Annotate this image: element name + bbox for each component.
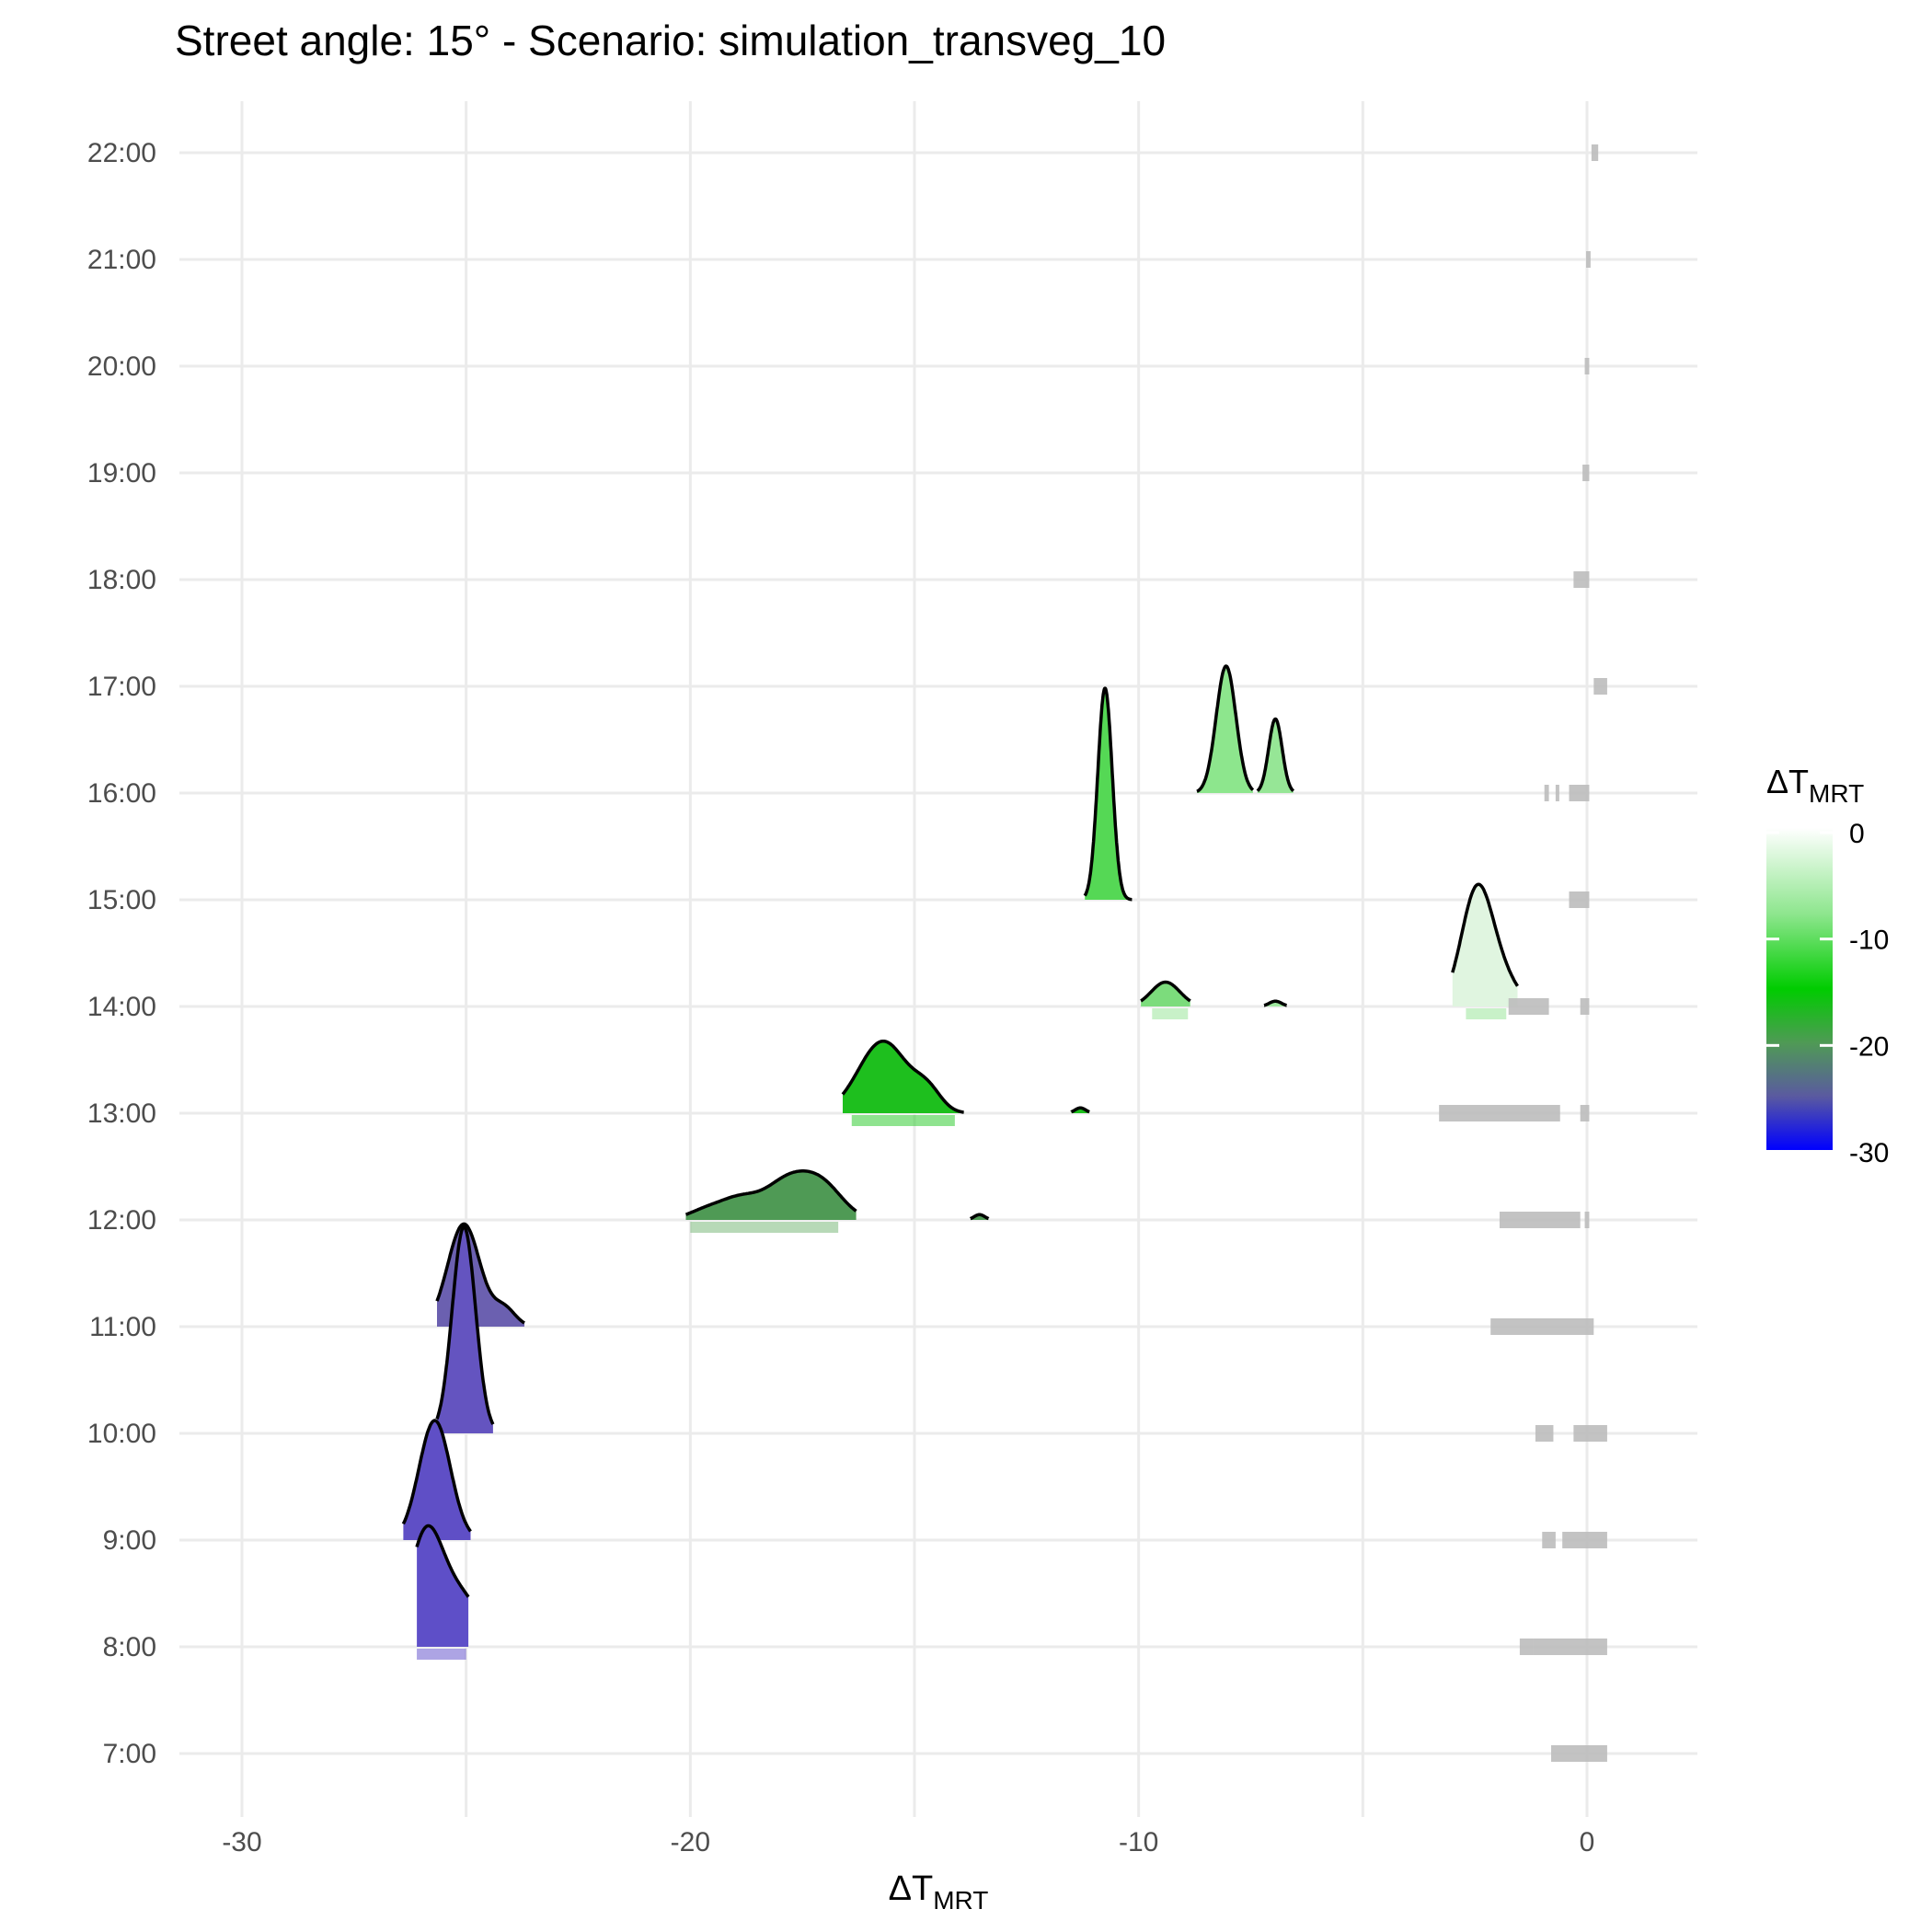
ridge-fill [437,1226,493,1433]
y-tick-label: 12:00 [87,1205,156,1236]
rug-marks [417,144,1607,1762]
y-tick-label: 14:00 [87,992,156,1022]
ridge-outline [1195,664,1255,793]
chart-title: Street angle: 15° - Scenario: simulation… [175,17,1166,64]
ridge-fill [1085,688,1133,900]
legend-title: ΔTMRT [1766,763,1864,808]
ridge-outline [1069,1106,1091,1114]
rug-mark [1573,571,1590,588]
y-tick-label: 22:00 [87,138,156,168]
rug-mark [417,1649,466,1660]
rug-mark [1555,785,1559,801]
y-tick-label: 11:00 [89,1312,156,1342]
ridge-outline [1451,882,1519,987]
rug-mark [1584,358,1590,374]
legend-ticks: 0 -10 -20 -30 [1766,819,1889,1168]
ridge-outline [969,1213,990,1221]
ridges [401,664,1519,1647]
rug-mark [1535,1425,1554,1442]
ridge-fill [1071,1108,1090,1113]
x-axis-title-main: ΔT [889,1869,934,1908]
rug-mark [1533,1639,1607,1655]
rug-mark [1591,144,1599,161]
x-axis-ticks: -30 -20 -10 0 [222,1827,1594,1857]
y-tick-label: 20:00 [87,351,156,382]
x-tick-label: -10 [1119,1827,1158,1857]
rug-mark [1439,1105,1560,1121]
x-tick-label: -20 [671,1827,710,1857]
rug-mark [1586,251,1591,268]
rug-mark [1551,1745,1607,1762]
y-tick-label: 16:00 [87,778,156,809]
y-tick-label: 15:00 [87,885,156,915]
rug-mark [1569,785,1590,801]
rug-mark [1562,1532,1607,1548]
ridge-outline [1256,717,1295,793]
rug-mark [1499,1212,1581,1228]
rug-mark [1569,891,1590,908]
color-legend: ΔTMRT 0 -10 -20 -30 [1766,763,1889,1168]
ridge-outline [1083,686,1133,902]
ridge-outline [401,1419,472,1533]
rug-mark [1508,998,1549,1015]
rug-mark [1519,1639,1534,1655]
y-tick-label: 9:00 [103,1525,156,1556]
ridge-outline [1139,980,1192,1003]
legend-title-sub: MRT [1809,779,1864,808]
x-tick-label: -30 [222,1827,261,1857]
y-axis-ticks: 7:00 8:00 9:00 10:00 11:00 12:00 13:00 14:00 15:… [87,138,156,1769]
rug-mark [690,1222,839,1233]
ridge-fill [1257,719,1294,793]
ridge-outline [435,1222,525,1325]
legend-tick-label: 0 [1849,819,1865,849]
ridge-outline [841,1039,965,1114]
rug-mark [851,1115,955,1126]
x-axis-title-sub: MRT [933,1886,988,1915]
legend-colorbar [1766,828,1833,1150]
ridge-fill [1141,982,1190,1006]
y-tick-label: 19:00 [87,458,156,489]
ridge-outline [415,1524,470,1598]
ridge-fill [403,1420,471,1540]
y-tick-label: 18:00 [87,565,156,595]
y-tick-label: 17:00 [87,672,156,702]
rug-mark [1544,785,1549,801]
rug-mark [1466,1008,1507,1019]
y-tick-label: 8:00 [103,1632,156,1662]
rug-mark [1582,465,1590,481]
x-tick-label: 0 [1580,1827,1595,1857]
rug-mark [1152,1008,1189,1019]
ridge-fill [1264,1001,1287,1006]
legend-tick-label: -10 [1849,926,1889,956]
y-tick-label: 10:00 [87,1419,156,1449]
legend-tick-label: -30 [1849,1138,1889,1168]
rug-mark [1580,1105,1590,1121]
ridge-fill [843,1041,964,1113]
ridge-outline [435,1225,495,1425]
rug-mark [1580,998,1590,1015]
ridge-fill [1452,884,1518,1006]
legend-title-main: ΔT [1766,763,1809,800]
ridge-outline [684,1169,857,1216]
rug-mark [1542,1532,1556,1548]
ridge-fill [970,1214,989,1220]
ridge-outline [1262,999,1289,1007]
y-tick-label: 21:00 [87,245,156,275]
y-tick-label: 13:00 [87,1098,156,1129]
ridge-fill [417,1525,469,1647]
rug-mark [1593,678,1607,695]
legend-tick-label: -20 [1849,1031,1889,1062]
x-axis-title: ΔTMRT [889,1869,989,1915]
y-tick-label: 7:00 [103,1739,156,1769]
rug-mark [1490,1318,1594,1335]
ridge-fill [685,1170,857,1220]
rug-mark [1584,1212,1590,1228]
rug-mark [1573,1425,1607,1442]
